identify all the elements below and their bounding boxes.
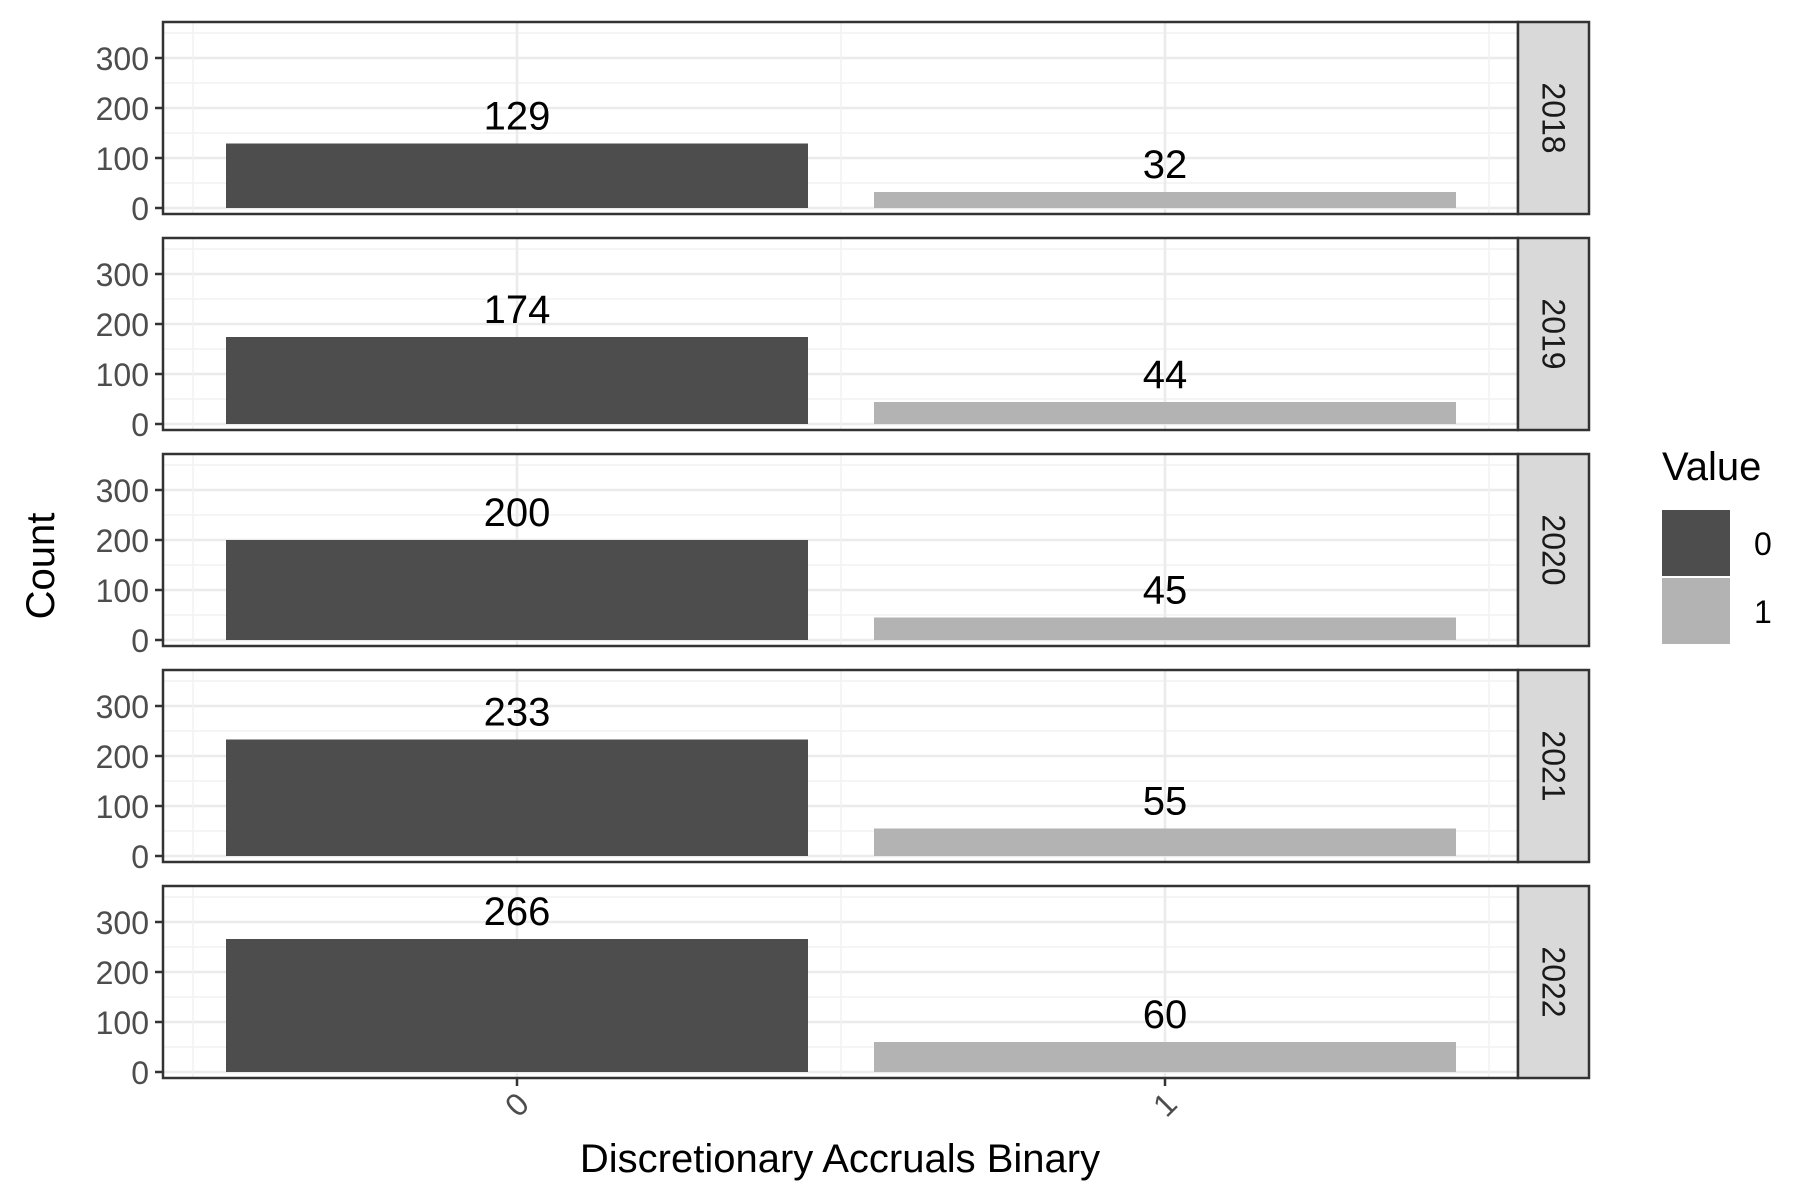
facet-panel-2019: 174 44 0 100 200 300 2019: [96, 236, 1591, 443]
legend-title: Value: [1662, 445, 1761, 489]
data-label-2020-0: 200: [484, 491, 551, 535]
legend-label-0: 0: [1754, 526, 1772, 562]
y-tick-label: 200: [96, 91, 149, 127]
bar-2020-1: [874, 617, 1456, 640]
bar-2018-1: [874, 192, 1456, 208]
legend-key-0: [1662, 510, 1730, 576]
facet-panel-2022: 266 60 0 100 200 300 2022: [96, 884, 1591, 1091]
bar-2021-1: [874, 828, 1456, 856]
facet-label-2019: 2019: [1536, 298, 1572, 369]
data-label-2019-0: 174: [484, 288, 551, 332]
facet-label-2021: 2021: [1536, 730, 1572, 801]
facet-label-2018: 2018: [1536, 82, 1572, 153]
facet-strip: [1516, 20, 1591, 216]
data-label-2021-0: 233: [484, 691, 551, 735]
bar-2019-1: [874, 402, 1456, 424]
facet-strip: [1516, 884, 1591, 1080]
y-tick-label: 300: [96, 473, 149, 509]
data-label-2019-1: 44: [1143, 353, 1188, 397]
x-tick-label-0: 0: [498, 1085, 536, 1123]
data-label-2022-0: 266: [484, 890, 551, 934]
y-tick-label: 200: [96, 955, 149, 991]
facet-strip: [1516, 236, 1591, 432]
data-label-2020-1: 45: [1143, 569, 1188, 613]
y-tick-label: 100: [96, 357, 149, 393]
y-tick-label: 0: [131, 623, 149, 659]
facet-label-2022: 2022: [1536, 946, 1572, 1017]
legend: Value 0 1: [1662, 445, 1772, 644]
y-tick-label: 200: [96, 739, 149, 775]
legend-key-1: [1662, 578, 1730, 644]
data-label-2022-1: 60: [1143, 993, 1188, 1037]
bar-2022-1: [874, 1042, 1456, 1072]
data-label-2021-1: 55: [1143, 780, 1188, 824]
y-tick-label: 100: [96, 789, 149, 825]
y-tick-label: 300: [96, 41, 149, 77]
bar-2022-0: [226, 939, 808, 1072]
y-tick-label: 100: [96, 141, 149, 177]
facet-panel-2018: 129 32 0 100 200 300 2018: [96, 20, 1591, 227]
y-axis-title: Count: [19, 513, 63, 620]
x-tick-label-1: 1: [1146, 1085, 1184, 1123]
facet-panels: 129 32 0 100 200 300 2018 174 44 0 100 200 300 2019 20…: [96, 20, 1591, 1091]
y-tick-label: 300: [96, 689, 149, 725]
y-tick-label: 100: [96, 573, 149, 609]
y-tick-label: 0: [131, 1055, 149, 1091]
y-tick-label: 0: [131, 839, 149, 875]
bar-2021-0: [226, 739, 808, 856]
bar-2020-0: [226, 540, 808, 640]
y-tick-label: 300: [96, 905, 149, 941]
y-tick-label: 100: [96, 1005, 149, 1041]
y-tick-label: 0: [131, 191, 149, 227]
facet-panel-2020: 200 45 0 100 200 300 2020: [96, 452, 1591, 659]
bar-2019-0: [226, 337, 808, 424]
facet-strip: [1516, 452, 1591, 648]
facet-panel-2021: 233 55 0 100 200 300 2021: [96, 668, 1591, 875]
facet-strip: [1516, 668, 1591, 864]
y-tick-label: 200: [96, 523, 149, 559]
y-tick-label: 0: [131, 407, 149, 443]
facet-label-2020: 2020: [1536, 514, 1572, 585]
y-tick-label: 300: [96, 257, 149, 293]
data-label-2018-1: 32: [1143, 143, 1188, 187]
bar-2018-0: [226, 143, 808, 208]
y-tick-label: 200: [96, 307, 149, 343]
legend-label-1: 1: [1754, 594, 1772, 630]
data-label-2018-0: 129: [484, 95, 551, 139]
x-axis-title: Discretionary Accruals Binary: [580, 1137, 1100, 1181]
